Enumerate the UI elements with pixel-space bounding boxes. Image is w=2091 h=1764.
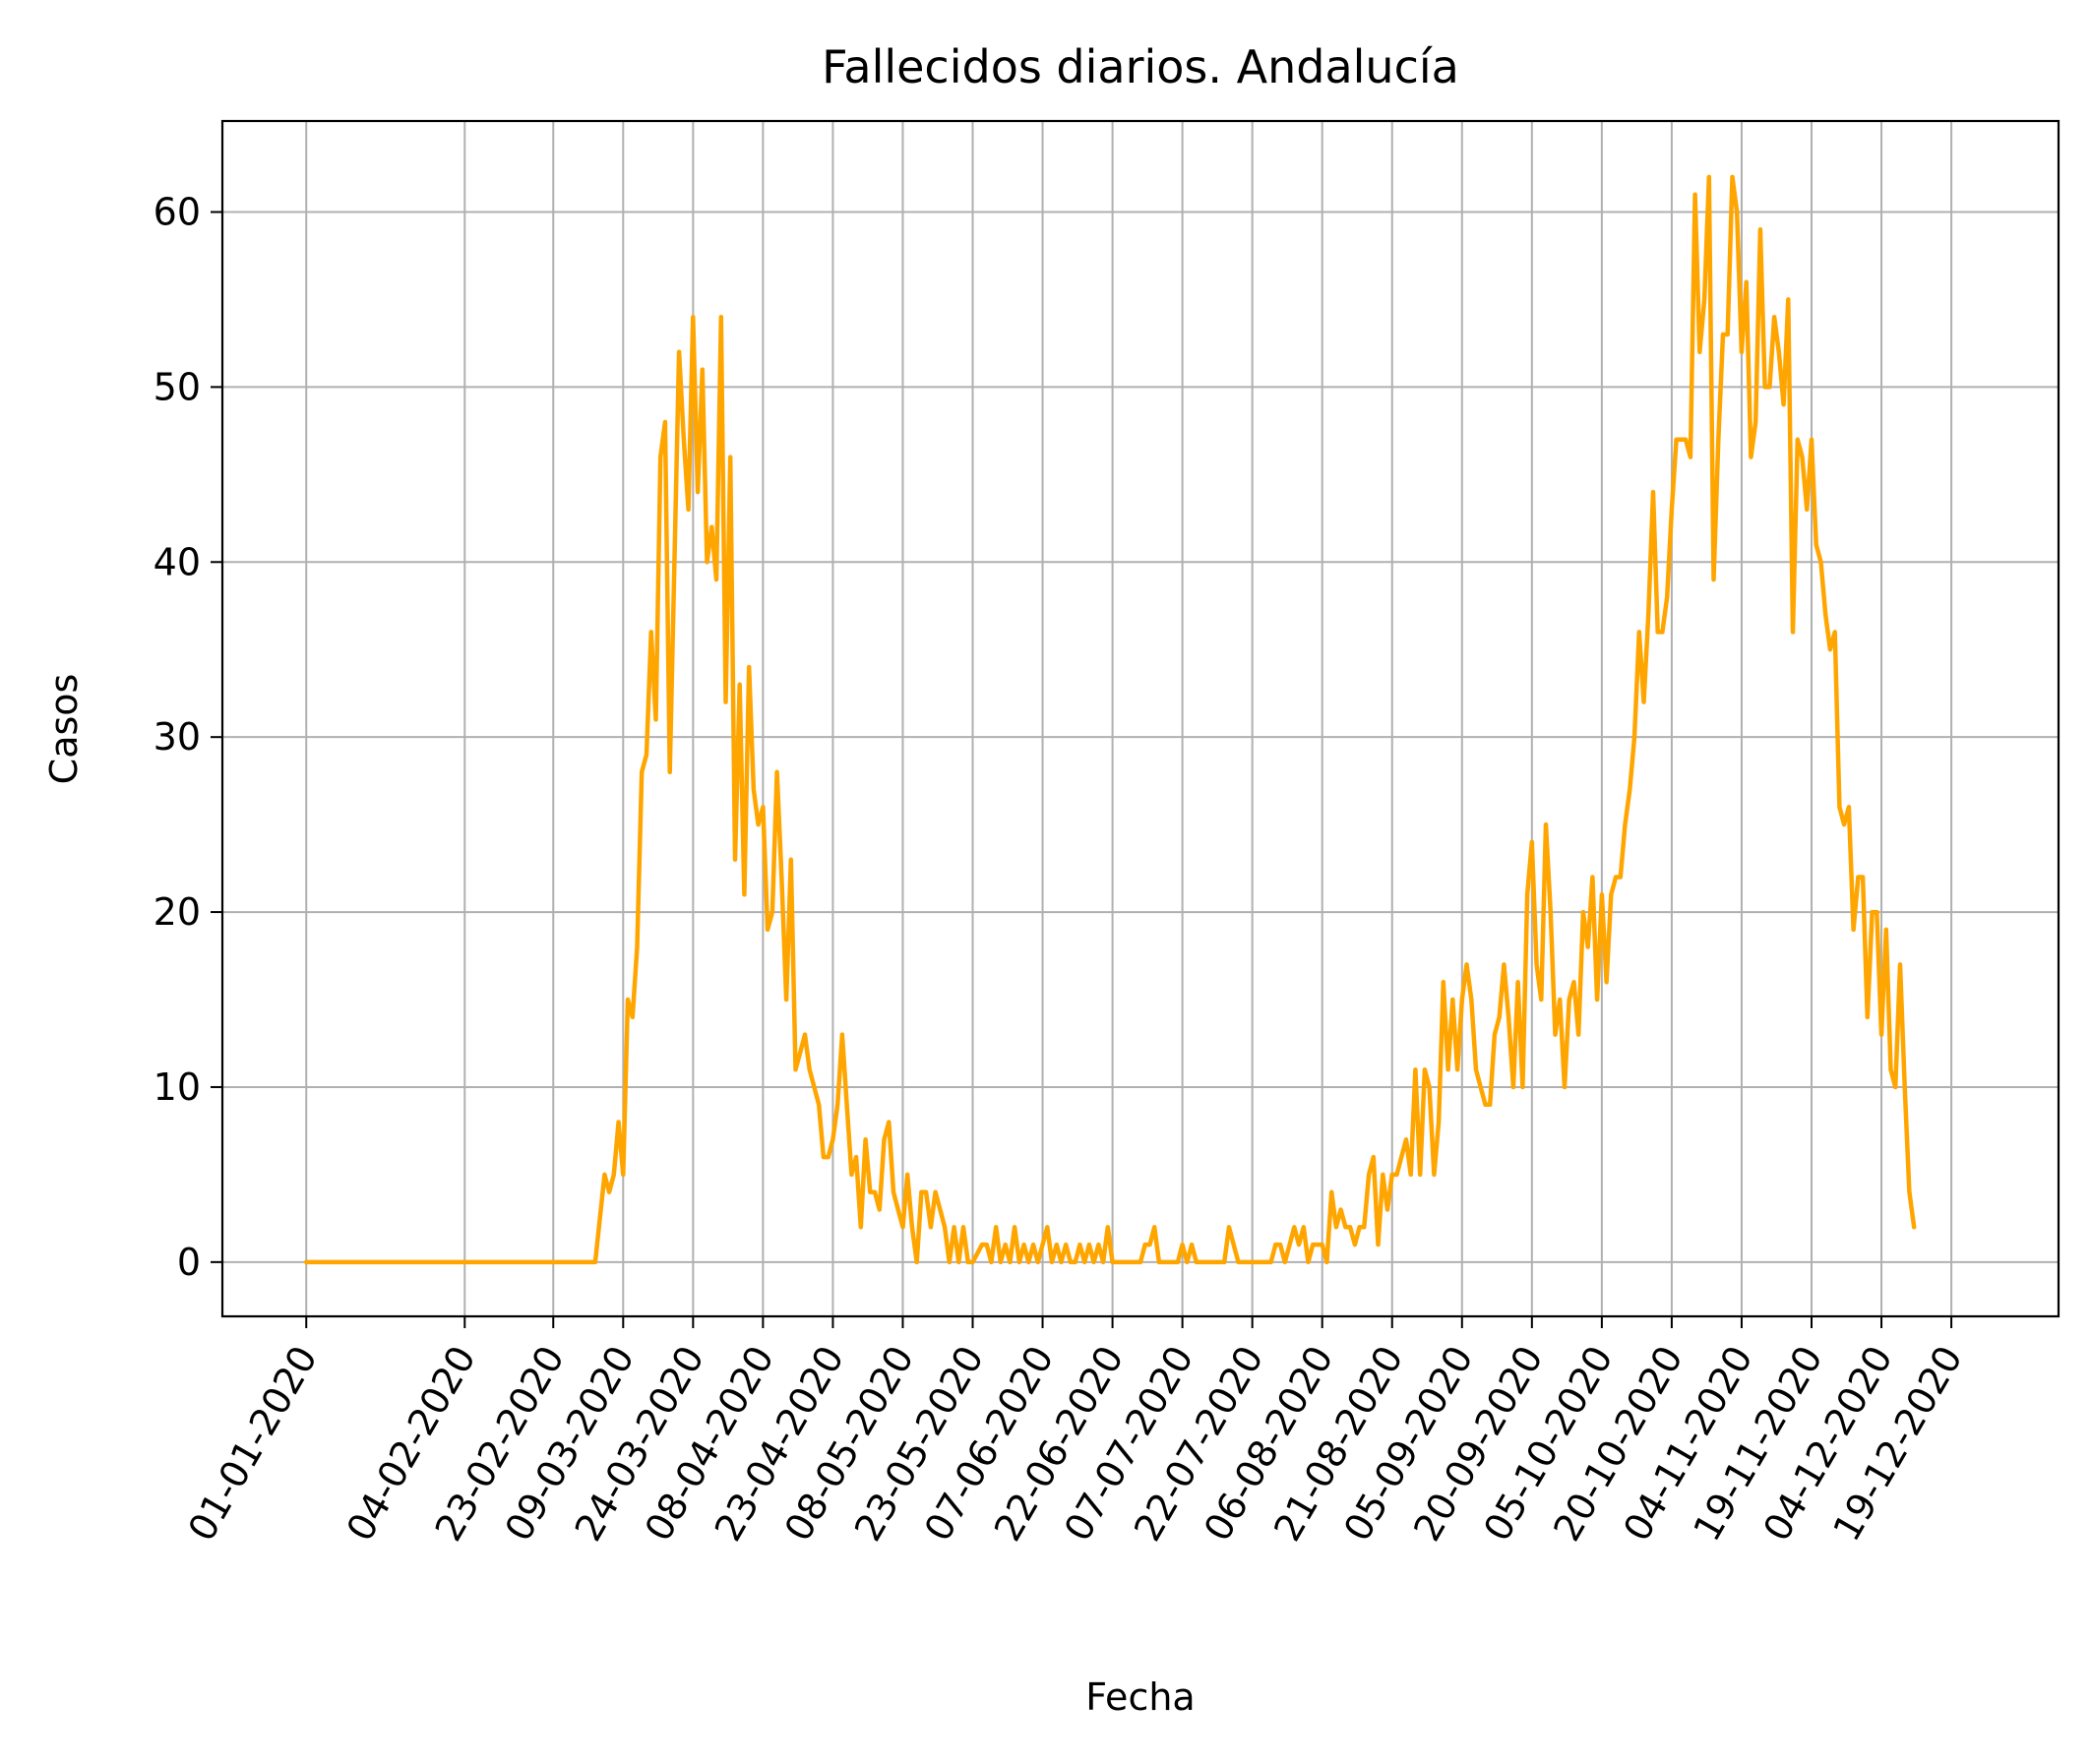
y-tick-label: 20 bbox=[154, 890, 201, 934]
y-axis-label: Casos bbox=[42, 674, 86, 785]
y-tick-label: 60 bbox=[154, 191, 201, 234]
y-tick-label: 40 bbox=[154, 540, 201, 583]
plot-frame bbox=[220, 119, 2060, 1318]
grid bbox=[222, 121, 2059, 1316]
y-tick-label: 30 bbox=[154, 715, 201, 759]
y-tick-label: 0 bbox=[177, 1241, 201, 1284]
series-line bbox=[303, 174, 1917, 1265]
y-axis: 0 10 20 30 40 50 60 bbox=[154, 191, 222, 1284]
y-tick-label: 50 bbox=[154, 365, 201, 408]
x-axis-label: Fecha bbox=[1085, 1675, 1195, 1719]
y-tick-label: 10 bbox=[154, 1065, 201, 1109]
chart-title: Fallecidos diarios. Andalucía bbox=[822, 40, 1459, 93]
